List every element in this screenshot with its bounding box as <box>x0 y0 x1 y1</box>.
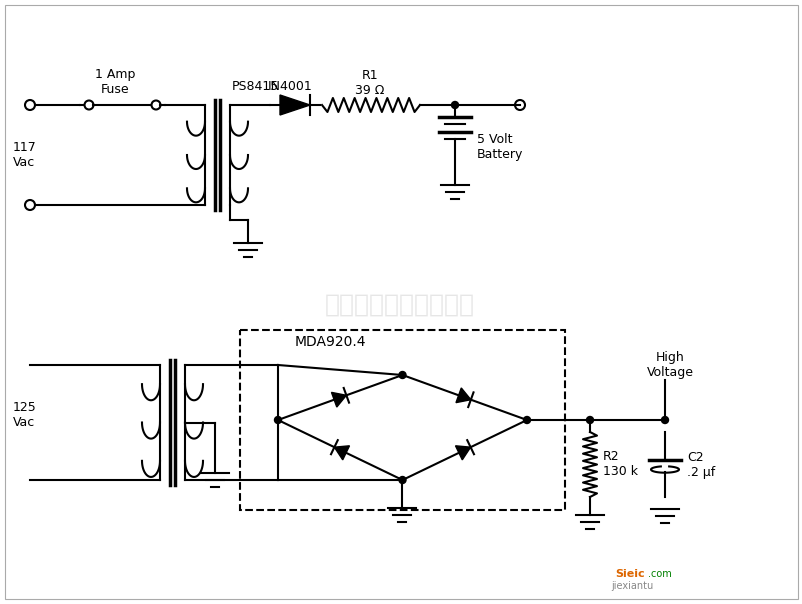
Text: Sieic: Sieic <box>614 569 644 579</box>
Circle shape <box>399 477 406 483</box>
Bar <box>240 330 565 510</box>
Text: 1 Amp
Fuse: 1 Amp Fuse <box>95 68 135 96</box>
Polygon shape <box>334 446 349 460</box>
Text: .com: .com <box>647 569 671 579</box>
Polygon shape <box>455 446 470 460</box>
Circle shape <box>274 417 282 423</box>
Text: R1
39 Ω: R1 39 Ω <box>354 69 384 97</box>
Circle shape <box>661 417 668 423</box>
Text: High
Voltage: High Voltage <box>646 351 693 379</box>
Polygon shape <box>456 388 470 403</box>
Circle shape <box>585 417 593 423</box>
Polygon shape <box>331 393 346 407</box>
Text: PS8415: PS8415 <box>232 80 279 94</box>
Text: C2
.2 μf: C2 .2 μf <box>687 451 715 479</box>
Text: IN4001: IN4001 <box>267 80 312 94</box>
Text: 117
Vac: 117 Vac <box>13 141 37 169</box>
Circle shape <box>451 101 458 109</box>
Text: MDA920.4: MDA920.4 <box>294 335 366 349</box>
Circle shape <box>399 371 406 379</box>
Text: 125
Vac: 125 Vac <box>13 401 37 429</box>
Polygon shape <box>280 95 310 115</box>
Text: 5 Volt
Battery: 5 Volt Battery <box>476 133 523 161</box>
Text: 杭州将睿科技有限公司: 杭州将睿科技有限公司 <box>325 293 475 317</box>
Text: R2
130 k: R2 130 k <box>602 450 638 478</box>
Circle shape <box>523 417 530 423</box>
Text: jiexiantu: jiexiantu <box>610 581 652 591</box>
